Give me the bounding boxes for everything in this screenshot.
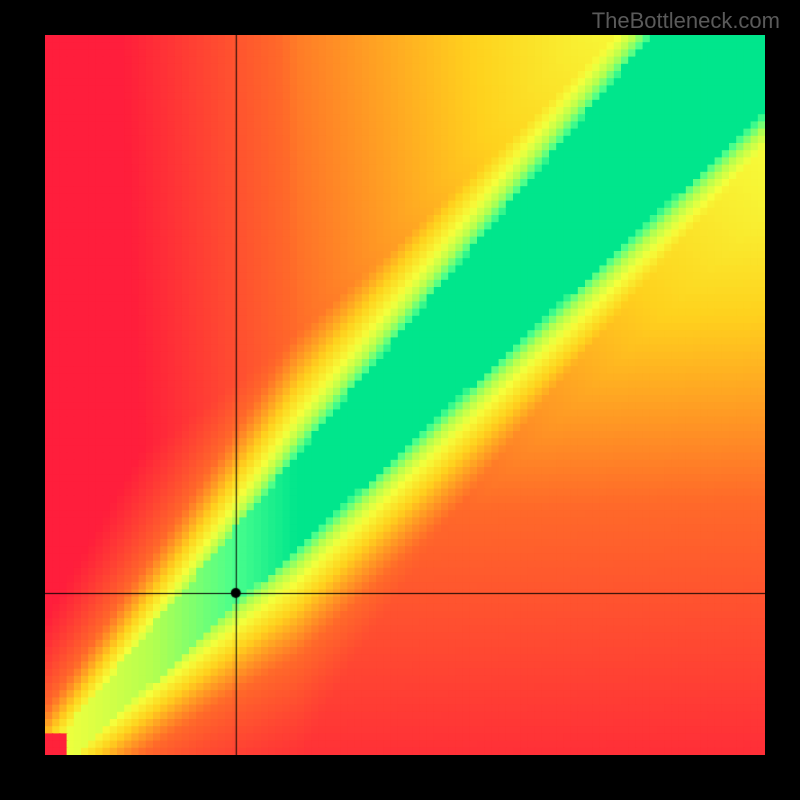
heatmap-plot	[45, 35, 765, 755]
watermark-text: TheBottleneck.com	[592, 8, 780, 34]
chart-container: TheBottleneck.com	[0, 0, 800, 800]
